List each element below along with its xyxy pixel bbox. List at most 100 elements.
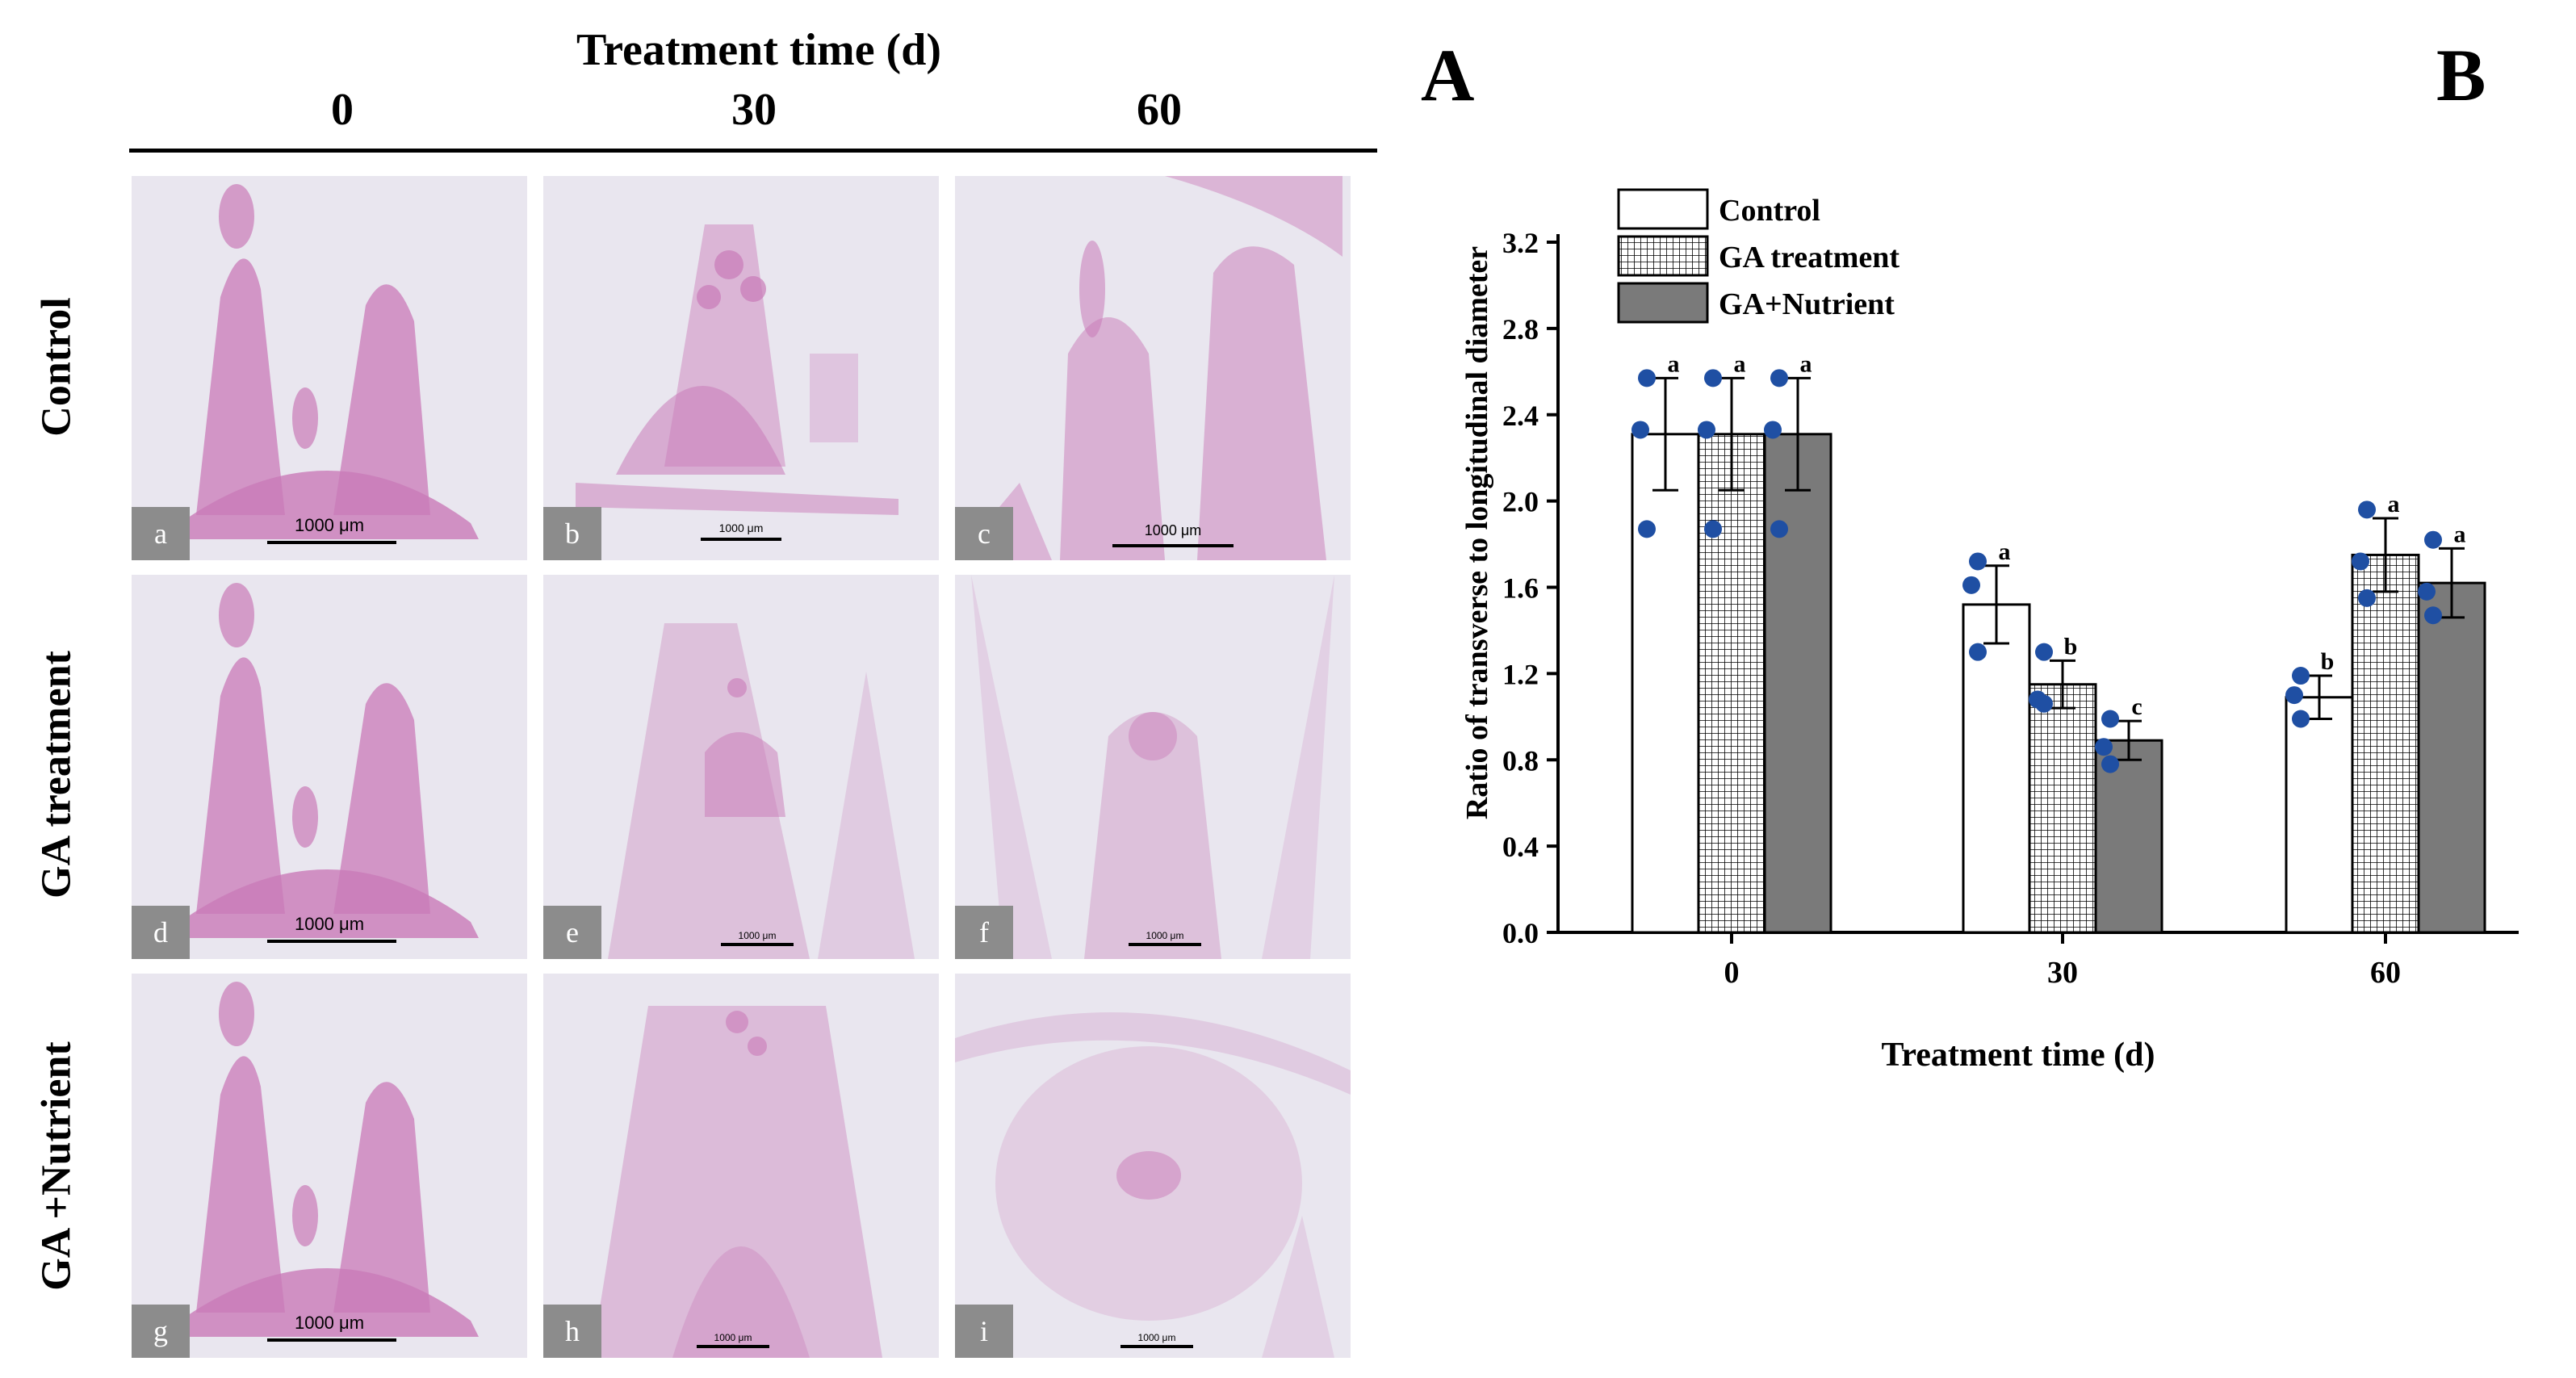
y-tick-label: 1.2 — [1502, 658, 1539, 690]
data-point — [2035, 694, 2053, 713]
bar-white-60 — [2285, 696, 2354, 934]
significance-letter: c — [2131, 693, 2142, 720]
legend-swatch-gray — [1617, 282, 1709, 324]
data-point — [2101, 755, 2119, 773]
x-tick-label: 60 — [2370, 956, 2401, 990]
significance-letter: a — [1734, 350, 1746, 377]
data-point — [1969, 643, 1987, 661]
bar-gray-60 — [2417, 581, 2486, 934]
micrograph-i: i 1000 μm — [955, 974, 1351, 1358]
panel-tag: g — [132, 1305, 190, 1358]
scale-bar — [721, 943, 794, 946]
column-label-30: 30 — [731, 85, 777, 135]
row-label-control: Control — [33, 297, 80, 437]
micrograph-a: a 1000 μm — [132, 176, 527, 560]
scale-label: 1000 μm — [294, 914, 365, 934]
y-tick-label: 3.2 — [1502, 227, 1539, 259]
panel-a-title: Treatment time (d) — [576, 25, 941, 75]
scale-label: 1000 μm — [1144, 522, 1202, 538]
micrograph-c: c 1000 μm — [955, 176, 1351, 560]
scale-bar — [1112, 544, 1234, 547]
micrograph-h: h 1000 μm — [543, 974, 939, 1358]
scale-bar — [267, 541, 396, 544]
legend-label: GA+Nutrient — [1719, 287, 1895, 321]
data-point — [2292, 710, 2310, 728]
significance-letter: a — [2388, 491, 2400, 517]
significance-letter: a — [1668, 350, 1680, 377]
panel-tag: a — [132, 507, 190, 560]
data-point — [1638, 369, 1656, 387]
data-point — [1631, 421, 1649, 439]
data-point — [2352, 552, 2369, 571]
data-point — [2095, 738, 2113, 756]
data-point — [2358, 501, 2376, 519]
micrograph-g: g 1000 μm — [132, 974, 527, 1358]
bar-gray-0 — [1763, 433, 1833, 934]
bar-white-0 — [1631, 433, 1700, 934]
y-tick-label: 2.0 — [1502, 486, 1539, 518]
y-tick-label: 1.6 — [1502, 572, 1539, 605]
scale-bar — [267, 1338, 396, 1342]
panel-tag: d — [132, 906, 190, 959]
y-axis-label: Ratio of transverse to longitudinal diam… — [1460, 246, 1494, 819]
data-point — [1704, 520, 1722, 538]
scale-label: 1000 μm — [1146, 930, 1184, 941]
data-point — [1698, 421, 1715, 439]
scale-label: 1000 μm — [718, 521, 764, 534]
scale-label: 1000 μm — [294, 1313, 365, 1333]
tissue-shape — [180, 184, 479, 539]
panel-tag: b — [543, 507, 601, 560]
data-point — [2418, 582, 2436, 601]
data-point — [2101, 710, 2119, 728]
x-tick-label: 0 — [1724, 956, 1740, 990]
column-label-0: 0 — [331, 85, 354, 135]
tissue-shape — [955, 176, 1342, 560]
data-point — [1764, 421, 1782, 439]
x-tick-label: 30 — [2047, 956, 2078, 990]
header-rule — [129, 149, 1377, 153]
data-point — [1969, 552, 1987, 571]
bar-gray-30 — [2094, 739, 2163, 934]
column-label-60: 60 — [1137, 85, 1182, 135]
y-tick-label: 0.8 — [1502, 744, 1539, 777]
legend-swatch-grid — [1617, 235, 1709, 277]
y-tick-label: 2.8 — [1502, 313, 1539, 346]
data-point — [2358, 588, 2376, 607]
micrograph-b: b 1000 μm — [543, 176, 939, 560]
scale-bar — [1129, 943, 1201, 946]
data-point — [1638, 520, 1656, 538]
significance-letter: b — [2321, 648, 2335, 675]
y-tick-label: 2.4 — [1502, 400, 1539, 432]
significance-letter: b — [2064, 633, 2078, 660]
tissue-shape — [180, 982, 479, 1337]
tissue-shape — [592, 1006, 882, 1358]
scale-label: 1000 μm — [738, 930, 777, 941]
panel-tag: e — [543, 906, 601, 959]
data-point — [1962, 576, 1980, 594]
tissue-shape — [576, 224, 898, 515]
significance-letter: a — [1800, 350, 1812, 377]
bar-grid-60 — [2351, 553, 2420, 934]
micrograph-d: d 1000 μm — [132, 575, 527, 959]
scale-bar — [697, 1345, 769, 1348]
bar-grid-0 — [1697, 433, 1766, 934]
scale-label: 1000 μm — [294, 515, 365, 535]
scale-bar — [267, 940, 396, 943]
panel-tag: c — [955, 507, 1013, 560]
significance-letter: a — [1999, 538, 2011, 565]
scale-bar — [701, 538, 781, 541]
micrograph-f: f 1000 μm — [955, 575, 1351, 959]
tissue-shape — [955, 1012, 1351, 1358]
scale-label: 1000 μm — [714, 1332, 752, 1343]
legend-label: GA treatment — [1719, 241, 1900, 274]
data-point — [2424, 530, 2442, 549]
row-label-ga-treatment: GA treatment — [33, 651, 80, 898]
data-point — [2285, 686, 2303, 705]
tissue-shape — [971, 575, 1334, 959]
panel-tag: h — [543, 1305, 601, 1358]
micrograph-e: e 1000 μm — [543, 575, 939, 959]
data-point — [1770, 520, 1788, 538]
legend-swatch-white — [1617, 188, 1709, 230]
scale-bar — [1120, 1345, 1193, 1348]
y-tick-label: 0.0 — [1502, 917, 1539, 949]
